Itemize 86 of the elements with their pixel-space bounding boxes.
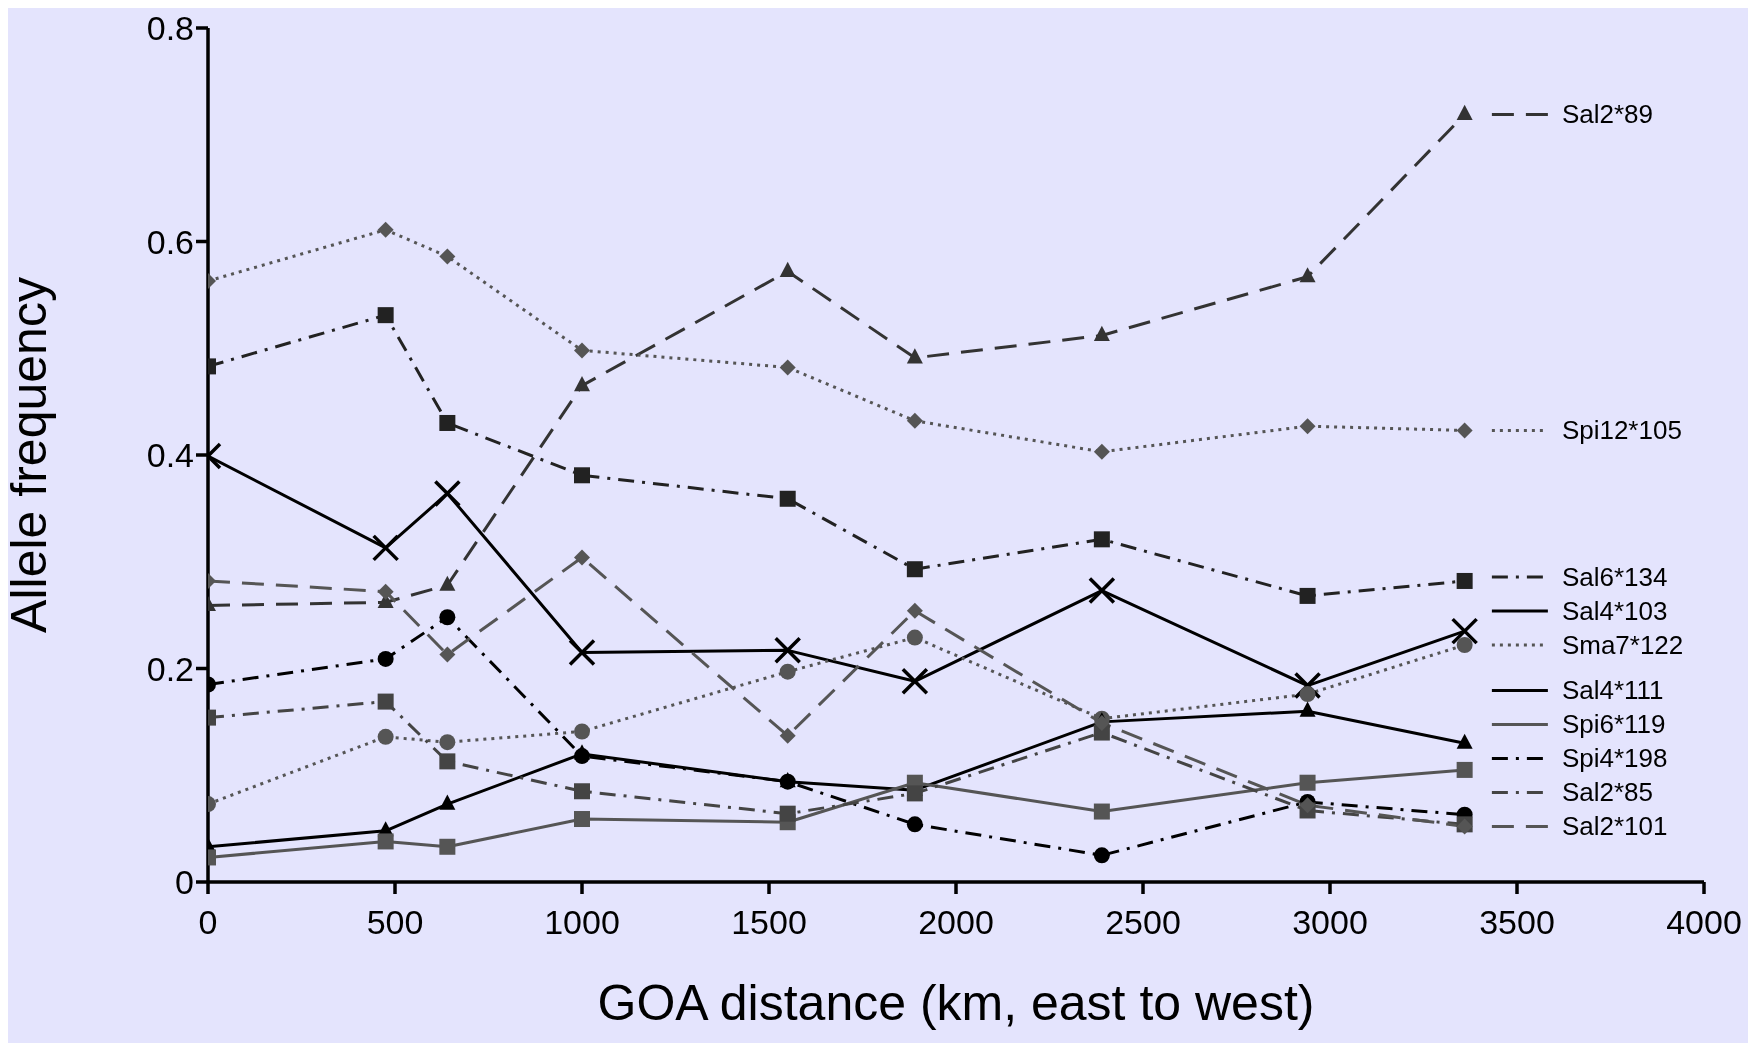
x-tick-label: 3000 xyxy=(1292,903,1368,942)
y-axis-title: Allele frequency xyxy=(0,277,57,633)
point xyxy=(1299,267,1316,283)
point xyxy=(574,376,590,392)
point xyxy=(439,838,456,855)
point xyxy=(439,609,456,626)
point xyxy=(779,490,796,507)
legend-label: Sal2*89 xyxy=(1561,99,1653,130)
point xyxy=(906,629,923,646)
point xyxy=(377,833,394,850)
point xyxy=(1293,671,1322,700)
point xyxy=(906,602,923,619)
x-tick-label: 2000 xyxy=(918,903,994,942)
point xyxy=(901,667,929,696)
point xyxy=(1456,104,1473,121)
x-tick-label: 3500 xyxy=(1479,903,1555,942)
point xyxy=(1299,418,1316,435)
y-tick-label: 0.6 xyxy=(146,222,194,261)
point xyxy=(1456,761,1473,778)
x-tick-label: 4000 xyxy=(1666,903,1742,942)
point xyxy=(779,727,796,744)
x-tick-label: 1500 xyxy=(731,903,807,942)
point xyxy=(439,248,456,265)
y-tick-label: 0 xyxy=(175,863,194,902)
legend-label: Sal6*134 xyxy=(1561,562,1668,593)
point xyxy=(574,783,590,800)
point xyxy=(906,412,923,429)
point xyxy=(1093,803,1110,820)
legend-label: Sal4*111 xyxy=(1561,675,1664,706)
point xyxy=(574,723,590,740)
point xyxy=(1456,572,1473,589)
legend-label: Sal2*101 xyxy=(1561,811,1668,842)
legend-label: Spi12*105 xyxy=(1561,415,1682,446)
y-tick-label: 0.4 xyxy=(146,436,194,475)
point xyxy=(377,221,394,238)
point xyxy=(1299,587,1316,604)
point xyxy=(574,811,590,828)
point xyxy=(779,261,796,277)
point xyxy=(574,748,590,765)
point xyxy=(439,753,456,770)
x-tick-label: 2500 xyxy=(1105,903,1181,942)
point xyxy=(377,728,394,745)
point xyxy=(779,663,796,680)
point xyxy=(1088,576,1116,605)
legend-label: Spi6*119 xyxy=(1561,709,1666,740)
point xyxy=(574,342,590,359)
point xyxy=(574,549,590,566)
point xyxy=(1093,325,1110,342)
point xyxy=(574,467,590,484)
x-tick-label: 0 xyxy=(198,903,218,942)
point xyxy=(433,479,462,508)
point xyxy=(1299,686,1316,703)
point xyxy=(1093,847,1110,864)
point xyxy=(371,534,400,562)
legend-label: Sal4*103 xyxy=(1561,596,1668,627)
point xyxy=(779,805,796,822)
point xyxy=(439,734,456,751)
point xyxy=(1299,797,1316,814)
point xyxy=(906,785,923,802)
point xyxy=(1456,637,1473,654)
point xyxy=(568,638,596,667)
y-tick-label: 0.2 xyxy=(146,649,194,688)
point xyxy=(1299,774,1316,791)
point xyxy=(773,636,802,665)
point xyxy=(377,650,394,667)
point xyxy=(1450,617,1479,645)
x-tick-label: 1000 xyxy=(544,903,620,942)
point xyxy=(1093,531,1110,548)
point xyxy=(377,583,394,600)
point xyxy=(1093,443,1110,460)
y-tick-label: 0.8 xyxy=(146,9,194,48)
legend-label: Sal2*85 xyxy=(1561,777,1653,808)
point xyxy=(377,307,394,324)
point xyxy=(906,816,923,833)
point xyxy=(906,561,923,578)
legend-label: Sma7*122 xyxy=(1561,630,1684,661)
point xyxy=(439,575,456,591)
point xyxy=(439,414,456,431)
point xyxy=(377,693,394,710)
point xyxy=(906,348,923,364)
x-axis-title: GOA distance (km, east to west) xyxy=(597,975,1315,1031)
point xyxy=(439,646,456,663)
x-tick-label: 500 xyxy=(366,903,424,942)
point xyxy=(1456,422,1473,439)
point xyxy=(779,359,796,376)
legend-label: Spi4*198 xyxy=(1561,743,1668,774)
